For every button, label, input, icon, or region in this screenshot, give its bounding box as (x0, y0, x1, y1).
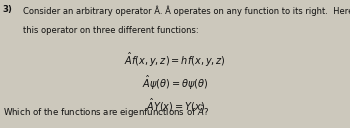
Text: $\hat{A}f(x, y, z) = hf(x, y, z)$: $\hat{A}f(x, y, z) = hf(x, y, z)$ (124, 51, 226, 69)
Text: Consider an arbitrary operator Â. Â operates on any function to its right.  Here: Consider an arbitrary operator Â. Â oper… (23, 5, 350, 16)
Text: $\hat{A}\psi(\theta) = \theta\psi(\theta)$: $\hat{A}\psi(\theta) = \theta\psi(\theta… (142, 74, 208, 92)
Text: 3): 3) (3, 5, 13, 14)
Text: this operator on three different functions:: this operator on three different functio… (23, 26, 198, 35)
Text: $\hat{A}Y(x) = Y(x)$: $\hat{A}Y(x) = Y(x)$ (146, 97, 204, 114)
Text: Which of the functions are eigenfunctions of $\hat{A}$?: Which of the functions are eigenfunction… (3, 104, 209, 120)
